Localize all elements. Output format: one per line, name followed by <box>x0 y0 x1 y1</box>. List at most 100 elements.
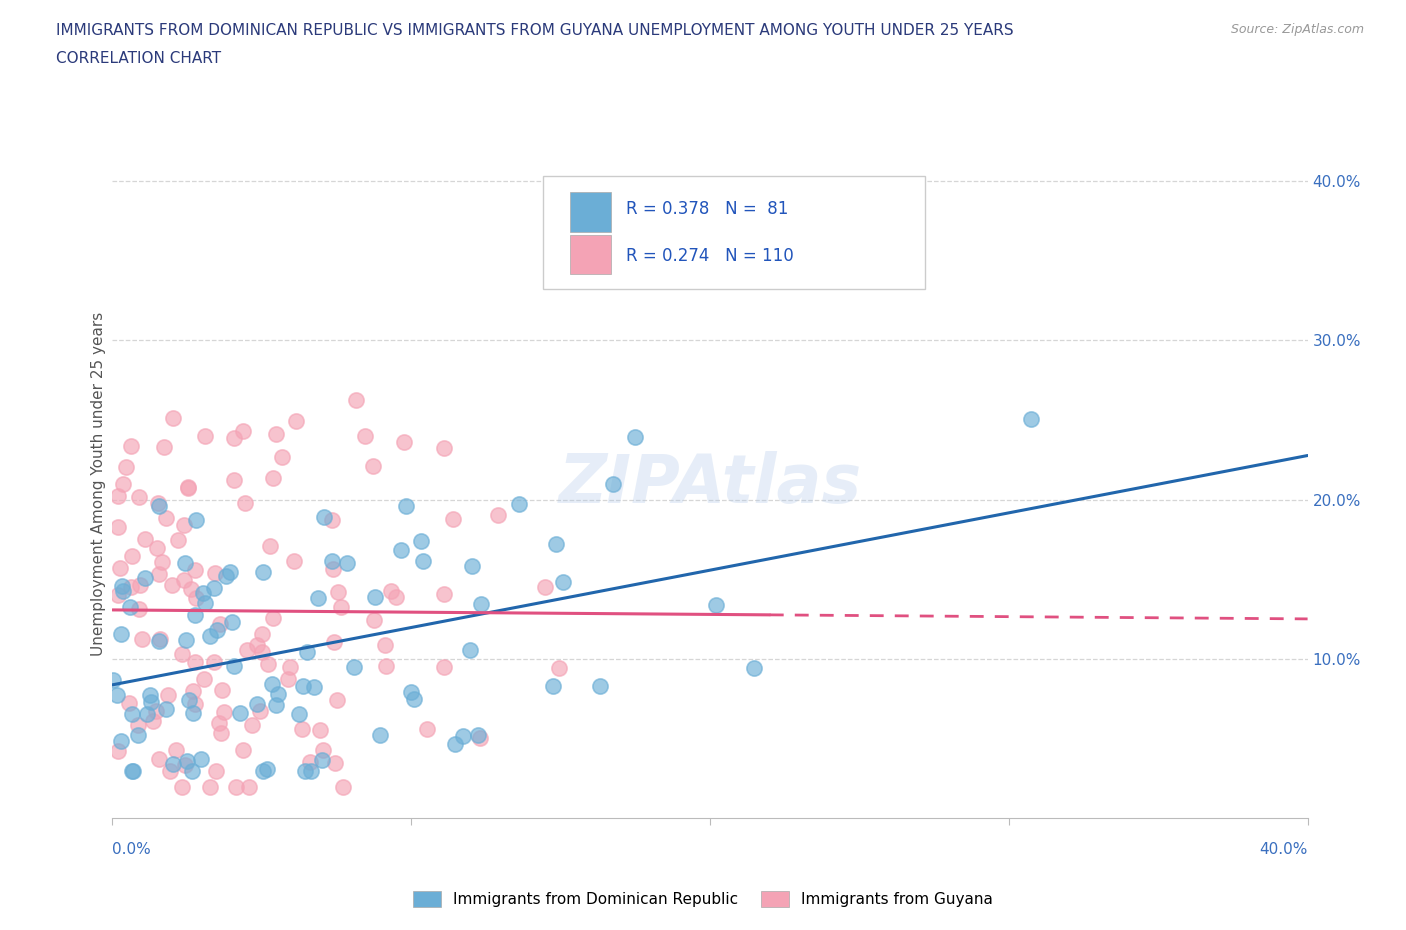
Point <box>443 737 465 751</box>
Point <box>264 698 287 712</box>
Point <box>262 676 284 691</box>
Point <box>200 629 222 644</box>
Point <box>363 612 385 627</box>
Point <box>344 393 367 408</box>
Point <box>209 617 232 631</box>
Point <box>467 728 489 743</box>
Point <box>105 687 128 702</box>
Point <box>433 659 456 674</box>
Point <box>277 671 299 686</box>
Point <box>374 658 396 673</box>
Point <box>252 764 274 778</box>
Point <box>264 427 287 442</box>
Point <box>433 587 456 602</box>
Point <box>246 697 269 711</box>
Point <box>225 779 247 794</box>
Point <box>205 623 228 638</box>
Point <box>321 553 343 568</box>
Point <box>704 597 727 612</box>
Point <box>361 458 384 473</box>
Point <box>135 707 157 722</box>
Point <box>321 512 343 527</box>
Point <box>416 722 439 737</box>
Point <box>111 584 134 599</box>
Point <box>508 497 530 512</box>
Point <box>312 743 335 758</box>
Point <box>602 476 624 491</box>
Point <box>128 490 150 505</box>
Point <box>299 754 322 769</box>
Point <box>149 632 172 647</box>
Point <box>162 756 184 771</box>
Point <box>110 626 132 641</box>
FancyBboxPatch shape <box>571 234 610 274</box>
Point <box>110 734 132 749</box>
Point <box>121 764 143 778</box>
Point <box>107 588 129 603</box>
Point <box>180 764 202 778</box>
Point <box>295 644 318 659</box>
Point <box>232 424 254 439</box>
Point <box>368 727 391 742</box>
Point <box>111 579 134 594</box>
Point <box>544 537 567 551</box>
Point <box>209 725 232 740</box>
Point <box>141 695 163 710</box>
Text: CORRELATION CHART: CORRELATION CHART <box>56 51 221 66</box>
Point <box>412 553 434 568</box>
Point <box>157 687 180 702</box>
Point <box>314 510 336 525</box>
Point <box>249 703 271 718</box>
Point <box>183 655 205 670</box>
Point <box>134 532 156 547</box>
Point <box>392 435 415 450</box>
Point <box>148 496 170 511</box>
Text: 40.0%: 40.0% <box>1260 842 1308 857</box>
Point <box>191 586 214 601</box>
Point <box>181 705 204 720</box>
Point <box>285 414 308 429</box>
Point <box>127 718 149 733</box>
Point <box>194 595 217 610</box>
Point <box>184 697 207 711</box>
Point <box>374 638 396 653</box>
Point <box>148 751 170 766</box>
Point <box>214 568 236 583</box>
Point <box>114 460 136 475</box>
Point <box>329 600 352 615</box>
Point <box>204 565 226 580</box>
Point <box>291 678 314 693</box>
Point <box>433 441 456 456</box>
Point <box>218 565 240 579</box>
Point <box>461 558 484 573</box>
FancyBboxPatch shape <box>571 193 610 232</box>
Point <box>176 753 198 768</box>
Point <box>128 578 150 592</box>
Text: IMMIGRANTS FROM DOMINICAN REPUBLIC VS IMMIGRANTS FROM GUYANA UNEMPLOYMENT AMONG : IMMIGRANTS FROM DOMINICAN REPUBLIC VS IM… <box>56 23 1014 38</box>
Point <box>391 542 413 557</box>
Point <box>174 632 197 647</box>
Point <box>120 579 142 594</box>
Point <box>121 706 143 721</box>
Point <box>148 498 170 513</box>
Point <box>186 512 208 527</box>
Point <box>107 488 129 503</box>
Point <box>231 743 253 758</box>
Point <box>190 751 212 766</box>
Point <box>103 672 125 687</box>
Point <box>153 440 176 455</box>
Point <box>240 717 263 732</box>
Point <box>401 684 423 699</box>
Point <box>202 655 225 670</box>
Point <box>451 729 474 744</box>
Point <box>194 428 217 443</box>
Point <box>108 560 131 575</box>
Point <box>380 584 402 599</box>
Point <box>118 696 141 711</box>
Point <box>205 764 228 778</box>
Point <box>122 764 145 778</box>
Point <box>128 601 150 616</box>
Point <box>155 702 177 717</box>
Point <box>121 549 143 564</box>
Point <box>533 579 555 594</box>
